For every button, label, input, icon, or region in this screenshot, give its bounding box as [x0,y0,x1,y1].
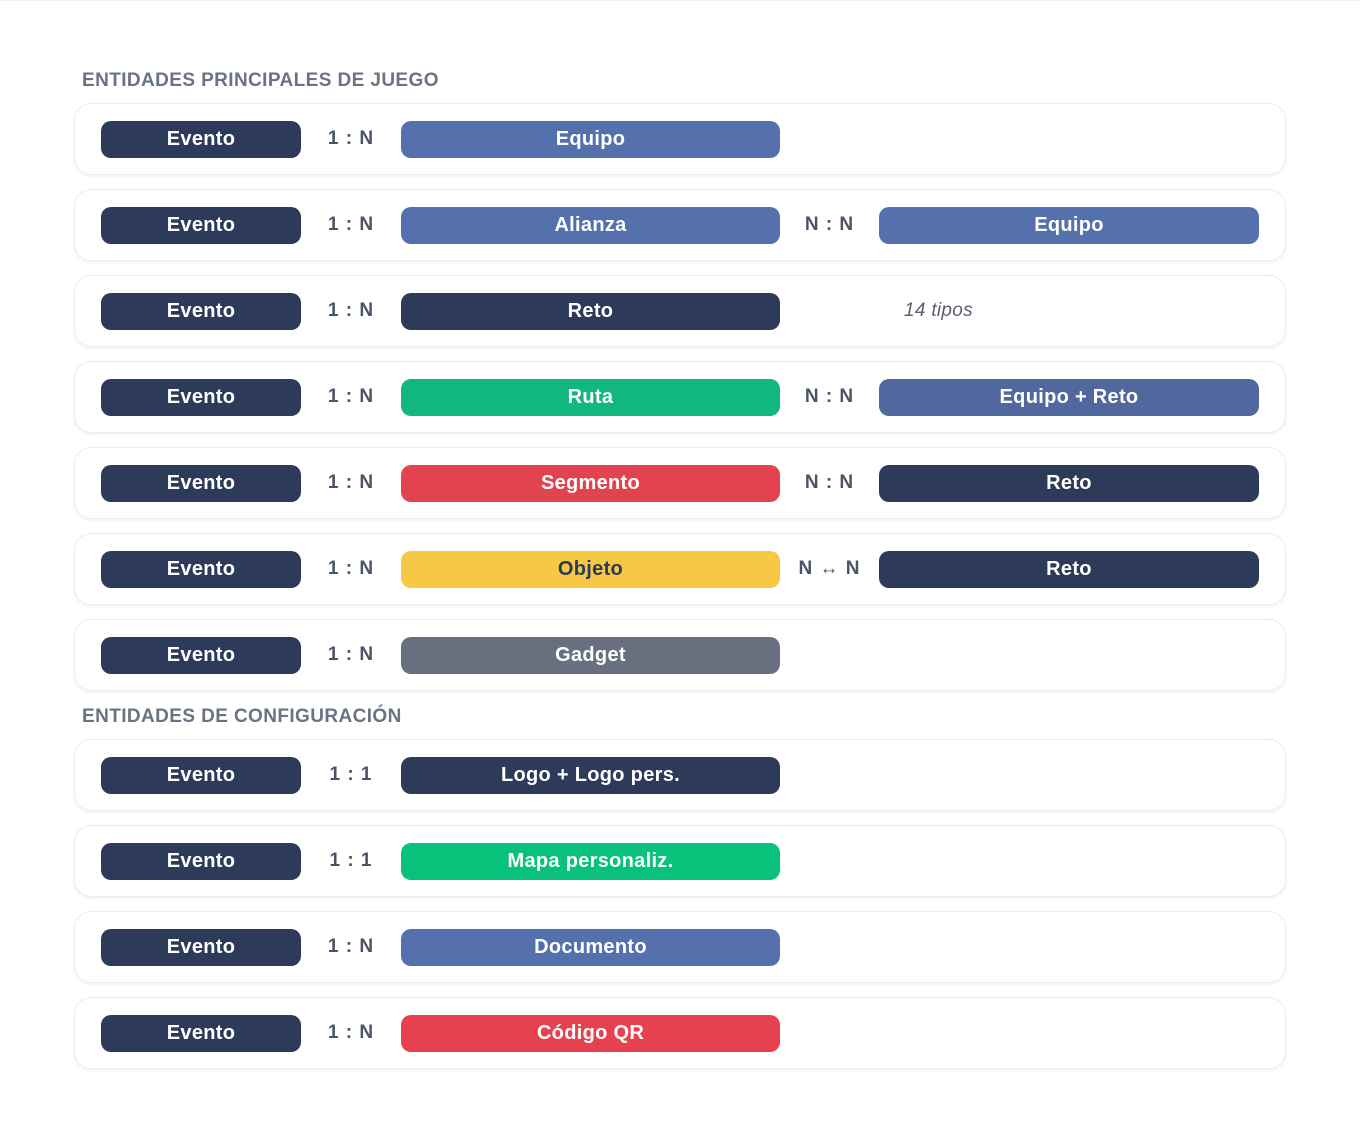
relation-row: Evento 1 : N Reto 14 tipos [74,275,1286,347]
relation-row: Evento 1 : N Ruta N : N Equipo + Reto [74,361,1286,433]
entity-pill-evento: Evento [101,636,301,674]
entity-pill: Gadget [401,636,780,674]
entity-pill: Mapa personaliz. [401,842,780,880]
relation-row: Evento 1 : N Objeto N ↔ N Reto [74,533,1286,605]
relation-label: 1 : N [327,558,375,579]
entity-pill: Documento [401,928,780,966]
entity-pill: Equipo [879,206,1259,244]
relation-label: N : N [804,214,855,235]
relation-label: 1 : 1 [329,764,373,785]
relation-label: N : N [804,472,855,493]
relation-label: N ↔ N [798,558,861,579]
relation-row: Evento 1 : N Equipo [74,103,1286,175]
relation-label: 1 : N [327,214,375,235]
entity-pill: Equipo [401,120,780,158]
entity-pill: Objeto [401,550,780,588]
entity-pill: Equipo + Reto [879,378,1259,416]
relation-label: 1 : N [327,936,375,957]
relation-row: Evento 1 : 1 Logo + Logo pers. [74,739,1286,811]
entity-pill: Alianza [401,206,780,244]
relation-row: Evento 1 : N Segmento N : N Reto [74,447,1286,519]
section: ENTIDADES PRINCIPALES DE JUEGO Evento 1 : … [74,70,1360,691]
relation-label: 1 : N [327,386,375,407]
relation-label: 1 : 1 [329,850,373,871]
entity-pill: Logo + Logo pers. [401,756,780,794]
relation-row: Evento 1 : N Alianza N : N Equipo [74,189,1286,261]
section-title: ENTIDADES PRINCIPALES DE JUEGO [82,70,439,91]
relation-label: 1 : N [327,300,375,321]
relation-row: Evento 1 : 1 Mapa personaliz. [74,825,1286,897]
relation-row: Evento 1 : N Documento [74,911,1286,983]
entity-pill: Código QR [401,1014,780,1052]
section-title: ENTIDADES DE CONFIGURACIÓN [82,706,402,727]
entity-pill-evento: Evento [101,756,301,794]
entity-pill-evento: Evento [101,842,301,880]
entity-pill: Reto [879,550,1259,588]
entity-pill-evento: Evento [101,464,301,502]
entity-pill: Reto [879,464,1259,502]
entity-relationship-diagram: ENTIDADES PRINCIPALES DE JUEGO Evento 1 : … [0,1,1360,1069]
entity-pill-evento: Evento [101,928,301,966]
section: ENTIDADES DE CONFIGURACIÓN Evento 1 : 1 Log… [74,706,1360,1069]
entity-pill-evento: Evento [101,550,301,588]
entity-pill: Segmento [401,464,780,502]
relation-label: N : N [804,386,855,407]
relation-row: Evento 1 : N Gadget [74,619,1286,691]
sections: ENTIDADES PRINCIPALES DE JUEGO Evento 1 : … [74,70,1360,1069]
entity-pill-evento: Evento [101,206,301,244]
relation-row: Evento 1 : N Código QR [74,997,1286,1069]
entity-pill-evento: Evento [101,378,301,416]
relation-label: 1 : N [327,644,375,665]
entity-pill-evento: Evento [101,120,301,158]
entity-pill: Reto [401,292,780,330]
entity-pill: Ruta [401,378,780,416]
entity-pill-evento: Evento [101,292,301,330]
row-note: 14 tipos [904,300,973,321]
relation-label: 1 : N [327,1022,375,1043]
relation-label: 1 : N [327,128,375,149]
entity-pill-evento: Evento [101,1014,301,1052]
relation-label: 1 : N [327,472,375,493]
